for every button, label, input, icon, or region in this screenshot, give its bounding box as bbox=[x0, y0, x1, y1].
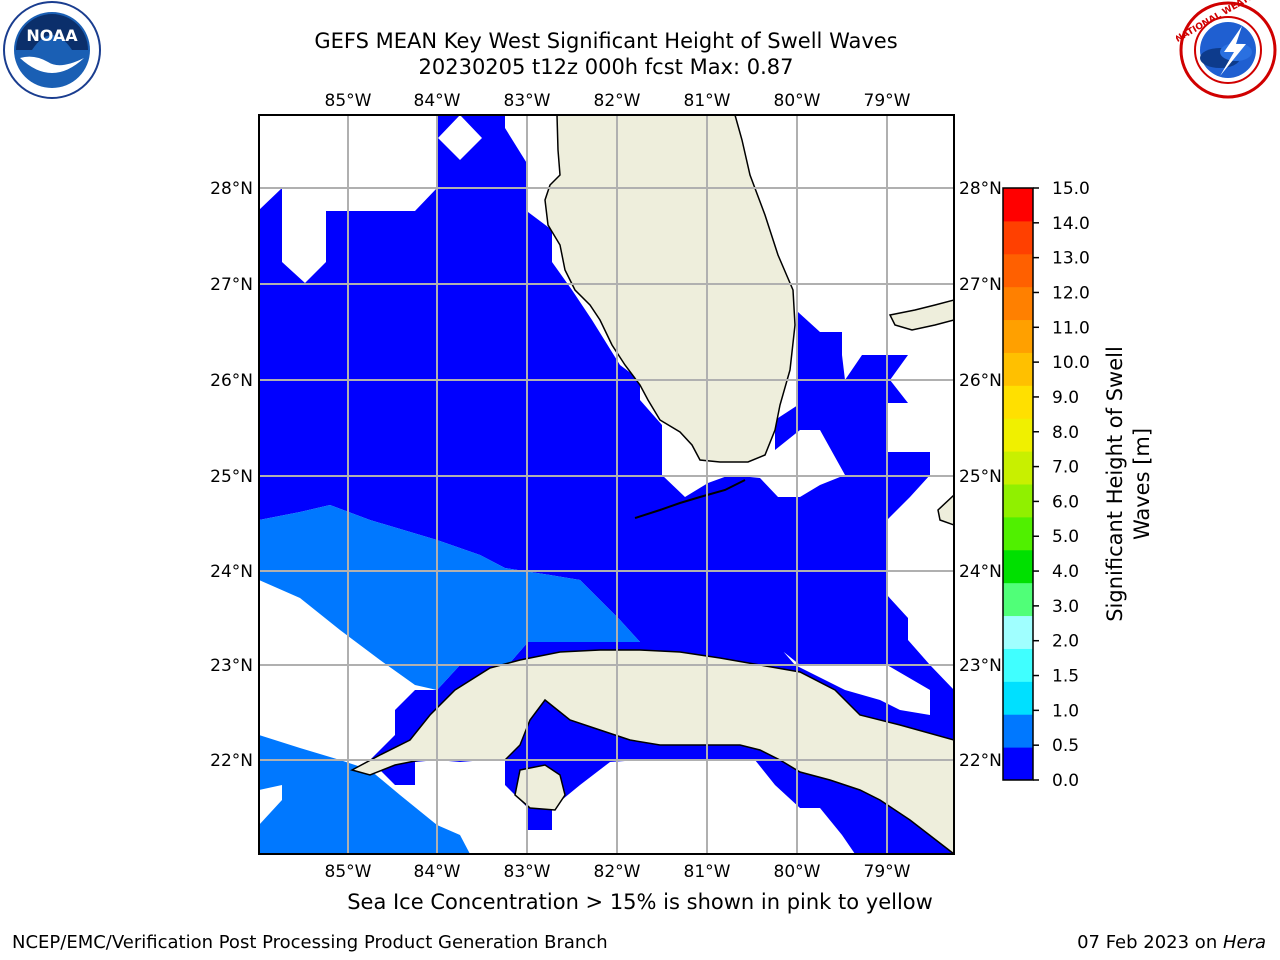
footer-date: 07 Feb 2023 on Hera bbox=[1077, 932, 1266, 953]
lon-label-top: 83°W bbox=[504, 91, 551, 111]
noaa-logo-icon: NOAA bbox=[3, 1, 101, 99]
lat-label-left: 25°N bbox=[210, 467, 253, 487]
nws-logo-icon: NATIONAL WEATHER SERVICE bbox=[1176, 0, 1280, 99]
noaa-logo-text: NOAA bbox=[26, 26, 78, 45]
lon-label-top: 85°W bbox=[325, 91, 372, 111]
lat-label-right: 26°N bbox=[959, 371, 1002, 391]
lat-label-left: 26°N bbox=[210, 371, 253, 391]
colorbar-label-units: Waves [m] bbox=[1130, 428, 1154, 540]
map-gridlines bbox=[259, 115, 954, 854]
colorbar-band bbox=[1003, 484, 1033, 518]
colorbar-tick-label: 1.0 bbox=[1052, 701, 1079, 721]
lon-label-top: 84°W bbox=[414, 91, 461, 111]
lat-label-right: 28°N bbox=[959, 179, 1002, 199]
colorbar-band bbox=[1003, 385, 1033, 419]
colorbar-tick-label: 0.5 bbox=[1052, 736, 1079, 756]
swell-region-0.5-1.0 bbox=[259, 505, 640, 690]
colorbar-band bbox=[1003, 747, 1033, 781]
lat-label-left: 22°N bbox=[210, 751, 253, 771]
map-frame bbox=[258, 114, 955, 855]
colorbar-band bbox=[1003, 681, 1033, 715]
florida-keys bbox=[634, 479, 746, 519]
colorbar-tick-label: 14.0 bbox=[1052, 214, 1090, 234]
lat-label-right: 23°N bbox=[959, 656, 1002, 676]
lat-label-right: 22°N bbox=[959, 751, 1002, 771]
lon-label-bottom: 83°W bbox=[504, 862, 551, 882]
colorbar-band bbox=[1003, 286, 1033, 321]
colorbar-tick-label: 10.0 bbox=[1052, 353, 1090, 373]
footer-date-text: 07 Feb 2023 on bbox=[1077, 932, 1223, 953]
colorbar-label: Significant Height of Swell bbox=[1103, 346, 1127, 622]
bahamas-landmass bbox=[888, 299, 954, 331]
lon-label-top: 82°W bbox=[594, 91, 641, 111]
colorbar-tick-label: 11.0 bbox=[1052, 318, 1090, 338]
colorbar-tick-label: 3.0 bbox=[1052, 597, 1079, 617]
colorbar-band bbox=[1003, 418, 1033, 452]
colorbar-tick-label: 1.5 bbox=[1052, 667, 1079, 687]
colorbar-band bbox=[1003, 352, 1033, 386]
sea-ice-note: Sea Ice Concentration > 15% is shown in … bbox=[347, 890, 933, 914]
footer-branch: NCEP/EMC/Verification Post Processing Pr… bbox=[12, 932, 608, 953]
colorbar-band bbox=[1003, 549, 1033, 584]
colorbar-band bbox=[1003, 188, 1033, 222]
colorbar-tick-label: 15.0 bbox=[1052, 179, 1090, 199]
colorbar-tick-label: 5.0 bbox=[1052, 527, 1079, 547]
lon-label-bottom: 85°W bbox=[325, 862, 372, 882]
lon-label-top: 80°W bbox=[774, 91, 821, 111]
lat-label-right: 24°N bbox=[959, 562, 1002, 582]
colorbar-band bbox=[1003, 648, 1033, 682]
colorbar-tick-label: 9.0 bbox=[1052, 388, 1079, 408]
lon-label-bottom: 81°W bbox=[684, 862, 731, 882]
colorbar-tick-label: 6.0 bbox=[1052, 492, 1079, 512]
colorbar-band bbox=[1003, 516, 1033, 551]
colorbar-band bbox=[1003, 451, 1033, 485]
andros-landmass bbox=[937, 493, 954, 526]
no-data-notch bbox=[438, 115, 482, 160]
colorbar-band bbox=[1003, 615, 1033, 649]
lon-label-bottom: 82°W bbox=[594, 862, 641, 882]
footer-host: Hera bbox=[1222, 932, 1266, 953]
colorbar-band bbox=[1003, 253, 1033, 288]
colorbar-tick-label: 12.0 bbox=[1052, 283, 1090, 303]
chart-subtitle: 20230205 t12z 000h fcst Max: 0.87 bbox=[418, 55, 794, 79]
colorbar-frame bbox=[1002, 187, 1034, 781]
cuba-landmass bbox=[349, 649, 954, 854]
lon-label-bottom: 80°W bbox=[774, 862, 821, 882]
colorbar-tick-label: 13.0 bbox=[1052, 249, 1090, 269]
lon-label-bottom: 84°W bbox=[414, 862, 461, 882]
colorbar-tick-label: 4.0 bbox=[1052, 562, 1079, 582]
colorbar-tick-label: 7.0 bbox=[1052, 458, 1079, 478]
colorbar-tick-label: 8.0 bbox=[1052, 423, 1079, 443]
colorbar-band bbox=[1003, 582, 1033, 617]
colorbar-band bbox=[1003, 220, 1033, 255]
colorbar-tick-label: 0.0 bbox=[1052, 771, 1079, 791]
lat-label-right: 27°N bbox=[959, 275, 1002, 295]
colorbar-tick-label: 2.0 bbox=[1052, 632, 1079, 652]
lon-label-bottom: 79°W bbox=[864, 862, 911, 882]
chart-title: GEFS MEAN Key West Significant Height of… bbox=[314, 29, 898, 53]
lon-label-top: 81°W bbox=[684, 91, 731, 111]
florida-landmass bbox=[544, 115, 796, 463]
lat-label-left: 28°N bbox=[210, 179, 253, 199]
lat-label-left: 24°N bbox=[210, 562, 253, 582]
lon-label-top: 79°W bbox=[864, 91, 911, 111]
lat-label-right: 25°N bbox=[959, 467, 1002, 487]
colorbar-band bbox=[1003, 319, 1033, 353]
swell-region-0.5-1.0-south bbox=[259, 735, 470, 854]
lat-label-left: 23°N bbox=[210, 656, 253, 676]
lat-label-left: 27°N bbox=[210, 275, 253, 295]
colorbar bbox=[1003, 188, 1033, 781]
colorbar-band bbox=[1003, 714, 1033, 748]
